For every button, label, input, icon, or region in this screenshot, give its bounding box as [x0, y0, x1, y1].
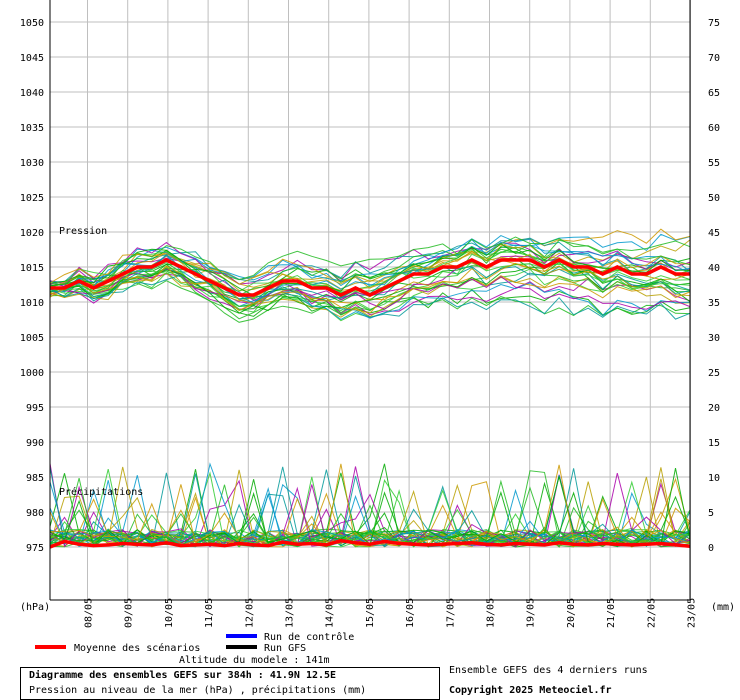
x-tick-label: 14/05 [325, 598, 336, 628]
right-tick-label: 40 [708, 263, 720, 274]
x-tick-label: 21/05 [606, 598, 617, 628]
right-tick-label: 5 [708, 508, 714, 519]
right-tick-label: 45 [708, 228, 720, 239]
legend-gfs-label: Run GFS [264, 643, 306, 654]
member-pressure-line [49, 239, 691, 297]
x-tick-label: 19/05 [526, 598, 537, 628]
left-axis-unit: (hPa) [20, 602, 50, 613]
x-tick-label: 09/05 [124, 598, 135, 628]
mean-pressure-line [50, 258, 690, 297]
member-precip-line [49, 478, 691, 548]
right-tick-label: 60 [708, 123, 720, 134]
chart-subtitle: Pression au niveau de la mer (hPa) , pré… [29, 685, 367, 696]
right-tick-label: 65 [708, 88, 720, 99]
precip-annotation: Précipitations [59, 486, 143, 498]
member-precip-line [49, 477, 691, 548]
chart-title: Diagramme des ensembles GEFS sur 384h : … [29, 670, 337, 681]
member-pressure-line [49, 265, 691, 311]
model-altitude: Altitude du modele : 141m [179, 655, 330, 666]
member-pressure-line [49, 263, 691, 320]
ensemble-members [49, 228, 691, 549]
right-tick-label: 15 [708, 438, 720, 449]
x-tick-label: 17/05 [445, 598, 456, 628]
member-pressure-line [49, 272, 691, 318]
left-tick-label: 1000 [20, 368, 44, 379]
mean-precip-line [49, 538, 691, 549]
member-pressure-line [49, 236, 691, 285]
right-tick-label: 35 [708, 298, 720, 309]
left-tick-label: 985 [26, 473, 44, 484]
right-tick-label: 30 [708, 333, 720, 344]
x-tick-label: 15/05 [365, 598, 376, 628]
left-tick-label: 1030 [20, 158, 44, 169]
chart-title-box: Diagramme des ensembles GEFS sur 384h : … [20, 667, 440, 700]
right-tick-label: 0 [708, 543, 714, 554]
copyright: Copyright 2025 Meteociel.fr [449, 685, 612, 696]
right-tick-label: 70 [708, 53, 720, 64]
x-tick-label: 12/05 [244, 598, 255, 628]
right-axis-unit: (mm) [711, 602, 735, 613]
right-tick-label: 10 [708, 473, 720, 484]
left-tick-label: 995 [26, 403, 44, 414]
legend-mean-label: Moyenne des scénarios [74, 642, 200, 654]
left-tick-label: 1035 [20, 123, 44, 134]
right-tick-label: 75 [708, 18, 720, 29]
member-pressure-line [49, 242, 691, 285]
left-tick-label: 1020 [20, 228, 44, 239]
member-pressure-line [49, 251, 691, 302]
x-tick-label: 22/05 [646, 598, 657, 628]
x-tick-label: 20/05 [566, 598, 577, 628]
left-tick-label: 990 [26, 438, 44, 449]
ensemble-note: Ensemble GEFS des 4 derniers runs [449, 665, 648, 676]
x-tick-label: 10/05 [164, 598, 175, 628]
left-tick-label: 1010 [20, 298, 44, 309]
right-tick-label: 50 [708, 193, 720, 204]
left-tick-label: 1040 [20, 88, 44, 99]
left-tick-label: 975 [26, 543, 44, 554]
right-tick-label: 25 [708, 368, 720, 379]
member-pressure-line [50, 237, 691, 283]
x-tick-label: 08/05 [84, 598, 95, 628]
member-pressure-line [49, 235, 691, 304]
right-tick-label: 55 [708, 158, 720, 169]
right-tick-label: 20 [708, 403, 720, 414]
x-tick-label: 18/05 [486, 598, 497, 628]
x-tick-label: 11/05 [204, 598, 215, 628]
member-pressure-line [49, 241, 691, 291]
left-tick-label: 1025 [20, 193, 44, 204]
x-tick-label: 23/05 [687, 598, 698, 628]
member-pressure-line [49, 274, 691, 320]
member-pressure-line [49, 242, 691, 297]
legend-control-label: Run de contrôle [264, 631, 354, 643]
left-tick-label: 1045 [20, 53, 44, 64]
member-pressure-line [49, 253, 691, 314]
left-tick-label: 1005 [20, 333, 44, 344]
x-tick-label: 13/05 [285, 598, 296, 628]
mean-series [49, 258, 691, 549]
pressure-annotation: Pression [59, 226, 107, 237]
member-precip-line [49, 463, 691, 548]
left-tick-label: 1015 [20, 263, 44, 274]
x-tick-label: 16/05 [405, 598, 416, 628]
left-tick-label: 980 [26, 508, 44, 519]
left-tick-label: 1050 [20, 18, 44, 29]
